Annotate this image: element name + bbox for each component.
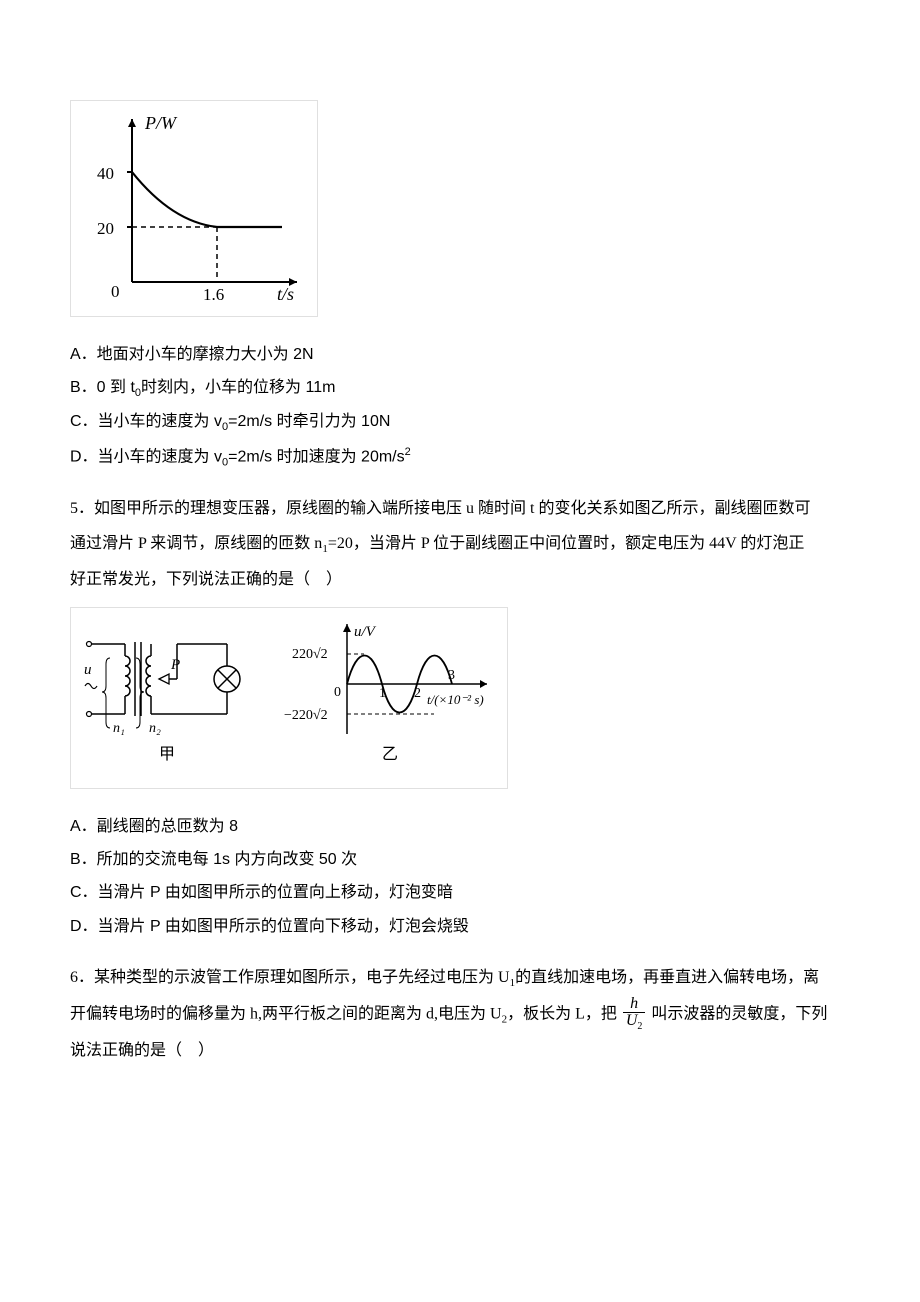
q4-option-D: D．当小车的速度为 v0=2m/s 时加速度为 20m/s2 [70,442,850,473]
n2-label: n₂ [149,721,161,736]
q4-D-pre: D．当小车的速度为 v [70,448,222,465]
q4-B-pre: B．0 到 t [70,379,135,396]
q6-frac-den: U2 [623,1013,646,1033]
q6-l2-end: 叫示波器的灵敏度，下列 [651,1005,827,1022]
x-axis-label: t/s [277,284,294,304]
ytick-0: 0 [111,282,120,301]
q6-l3-pre: 说法正确的是（ [70,1042,182,1059]
q4-D-sup: 2 [405,446,411,458]
q4-option-B: B．0 到 t0时刻内，小车的位移为 11m [70,373,850,404]
P-label: P [170,657,180,673]
q5-option-A: A．副线圈的总匝数为 8 [70,812,850,842]
q6-frac-num: h [623,996,646,1014]
ytick-40: 40 [97,164,114,183]
q6-stem: 6．某种类型的示波管工作原理如图所示，电子先经过电压为 U1的直线加速电场，再垂… [70,960,850,1068]
q4-chart-box: P/W t/s 40 20 0 1.6 [70,100,318,317]
caption-jia: 甲 [159,746,175,763]
q4-chart-svg: P/W t/s 40 20 0 1.6 [77,107,307,307]
q5-option-B: B．所加的交流电每 1s 内方向改变 50 次 [70,845,850,875]
q6-num: 6． [70,969,94,986]
q6-l3-post: ） [198,1042,214,1059]
q5-line2-pre: 通过滑片 P 来调节，原线圈的匝数 n [70,535,322,552]
q5-line1: 如图甲所示的理想变压器，原线圈的输入端所接电压 u 随时间 t 的变化关系如图乙… [94,500,810,517]
xtick-1: 1 [379,686,386,701]
q5-line2-post: =20，当滑片 P 位于副线圈正中间位置时，额定电压为 44V 的灯泡正 [328,535,805,552]
q5-figure-box: u P [70,607,508,789]
sine-x-label: t/(×10⁻² s) [427,692,484,707]
q5-option-D: D．当滑片 P 由如图甲所示的位置向下移动，灯泡会烧毁 [70,912,850,942]
q6-l2-post: ，板长为 L，把 [507,1005,617,1022]
q4-B-post: 时刻内，小车的位移为 11m [141,379,335,396]
caption-yi: 乙 [382,746,398,763]
q6-frac-den-sub: 2 [637,1022,642,1033]
q4-D-post: =2m/s 时加速度为 20m/s [228,448,404,465]
sine-diagram: 220√2 −220√2 0 1 2 3 u/V t/(×10⁻² s) 乙 [284,624,487,763]
q5-option-C: C．当滑片 P 由如图甲所示的位置向上移动，灯泡变暗 [70,878,850,908]
n1-label: n₁ [113,721,125,736]
ytick-pos: 220√2 [292,647,328,662]
ytick-neg: −220√2 [284,708,328,723]
q6-frac-den-U: U [626,1012,638,1029]
q4-option-C: C．当小车的速度为 v0=2m/s 时牵引力为 10N [70,407,850,438]
ytick-0: 0 [334,685,341,700]
u-label: u [84,662,92,678]
q6-l1-pre: 某种类型的示波管工作原理如图所示，电子先经过电压为 U [94,969,510,986]
xtick-2: 2 [414,686,421,701]
q5-line3-pre: 好正常发光，下列说法正确的是（ [70,571,310,588]
q4-C-pre: C．当小车的速度为 v [70,413,222,430]
sine-y-label: u/V [354,624,377,640]
q6-fraction: h U2 [623,996,646,1033]
q4-option-A: A．地面对小车的摩擦力大小为 2N [70,340,850,370]
q5-num: 5． [70,500,94,517]
q5-stem: 5．如图甲所示的理想变压器，原线圈的输入端所接电压 u 随时间 t 的变化关系如… [70,491,850,597]
q4-C-post: =2m/s 时牵引力为 10N [228,413,390,430]
q5-line3-post: ） [326,571,342,588]
transformer-diagram: u P [84,641,240,763]
q6-l1-post: 的直线加速电场，再垂直进入偏转电场，离 [515,969,819,986]
q6-l2-pre: 开偏转电场时的偏移量为 h,两平行板之间的距离为 d,电压为 U [70,1005,502,1022]
xtick-3: 3 [448,668,455,683]
q5-figure-svg: u P [77,614,497,779]
y-axis-label: P/W [144,113,178,133]
ytick-20: 20 [97,219,114,238]
xtick-1.6: 1.6 [203,285,224,304]
